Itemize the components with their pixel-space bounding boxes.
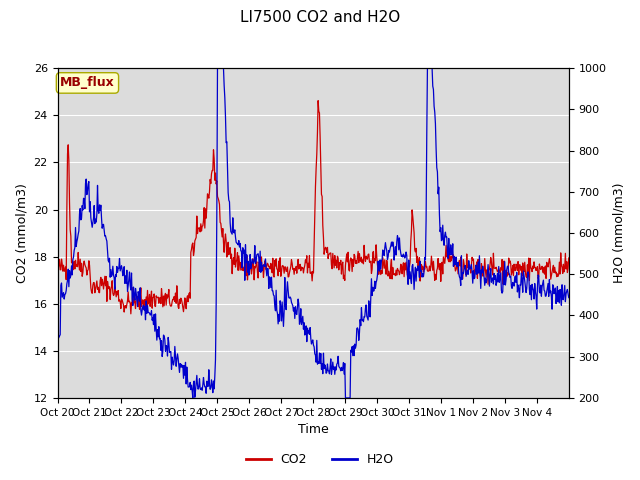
Text: MB_flux: MB_flux bbox=[60, 76, 115, 89]
Text: LI7500 CO2 and H2O: LI7500 CO2 and H2O bbox=[240, 10, 400, 24]
Legend: CO2, H2O: CO2, H2O bbox=[241, 448, 399, 471]
X-axis label: Time: Time bbox=[298, 423, 328, 436]
Y-axis label: H2O (mmol/m3): H2O (mmol/m3) bbox=[612, 183, 625, 283]
Y-axis label: CO2 (mmol/m3): CO2 (mmol/m3) bbox=[15, 183, 28, 283]
